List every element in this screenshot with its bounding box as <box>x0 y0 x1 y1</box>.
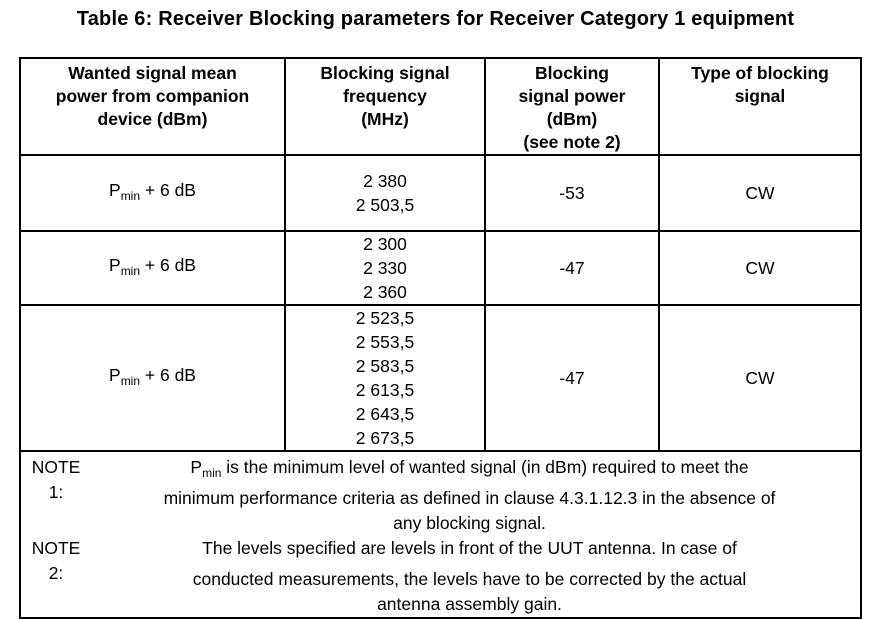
pmin-subscript: min <box>120 189 141 203</box>
cell-wanted-signal: Pmin + 6 dB <box>19 230 286 306</box>
note-1: NOTE 1: Pmin is the minimum level of wan… <box>27 455 854 536</box>
table-row: Pmin + 6 dB 2 523,5 2 553,5 2 583,5 2 61… <box>19 304 862 452</box>
notes-cell: NOTE 1: Pmin is the minimum level of wan… <box>19 450 862 619</box>
header-wanted-signal: Wanted signal mean power from companion … <box>19 57 286 156</box>
cell-wanted-signal: Pmin + 6 dB <box>19 154 286 232</box>
cell-blocking-frequency: 2 300 2 330 2 360 <box>284 230 486 306</box>
pmin-base: P <box>109 180 121 200</box>
table-caption: Table 6: Receiver Blocking parameters fo… <box>76 8 795 30</box>
note-1-body: is the minimum level of wanted signal (i… <box>163 457 776 533</box>
cell-blocking-type: CW <box>658 230 862 306</box>
note-2-label: NOTE 2: <box>31 538 81 583</box>
cell-blocking-frequency: 2 380 2 503,5 <box>284 154 486 232</box>
cell-blocking-power: -47 <box>484 230 660 306</box>
cell-blocking-type: CW <box>658 154 862 232</box>
cell-blocking-type: CW <box>658 304 862 452</box>
pmin-offset: + 6 dB <box>140 255 196 275</box>
notes-row: NOTE 1: Pmin is the minimum level of wan… <box>19 450 862 619</box>
header-row: Wanted signal mean power from companion … <box>19 57 862 156</box>
pmin-base: P <box>109 255 121 275</box>
note-1-pmin-base: P <box>190 457 203 477</box>
pmin-subscript: min <box>120 264 141 278</box>
cell-blocking-power: -53 <box>484 154 660 232</box>
note-2-body: The levels specified are levels in front… <box>192 538 747 614</box>
pmin-base: P <box>109 365 121 385</box>
note-1-text: Pmin is the minimum level of wanted sign… <box>85 455 854 536</box>
table-row: Pmin + 6 dB 2 300 2 330 2 360 -47 CW <box>19 230 862 306</box>
table-row: Pmin + 6 dB 2 380 2 503,5 -53 CW <box>19 154 862 232</box>
note-2-text: The levels specified are levels in front… <box>85 536 854 616</box>
cell-blocking-frequency: 2 523,5 2 553,5 2 583,5 2 613,5 2 643,5 … <box>284 304 486 452</box>
receiver-blocking-table: Wanted signal mean power from companion … <box>19 57 862 619</box>
pmin-subscript: min <box>120 374 141 388</box>
header-blocking-type: Type of blocking signal <box>658 57 862 156</box>
note-2: NOTE 2: The levels specified are levels … <box>27 536 854 616</box>
cell-blocking-power: -47 <box>484 304 660 452</box>
cell-wanted-signal: Pmin + 6 dB <box>19 304 286 452</box>
header-blocking-frequency: Blocking signal frequency (MHz) <box>284 57 486 156</box>
header-blocking-power: Blocking signal power (dBm) (see note 2) <box>484 57 660 156</box>
note-1-label: NOTE 1: <box>31 457 81 502</box>
pmin-offset: + 6 dB <box>140 365 196 385</box>
pmin-offset: + 6 dB <box>140 180 196 200</box>
note-1-pmin-subscript: min <box>202 466 222 480</box>
